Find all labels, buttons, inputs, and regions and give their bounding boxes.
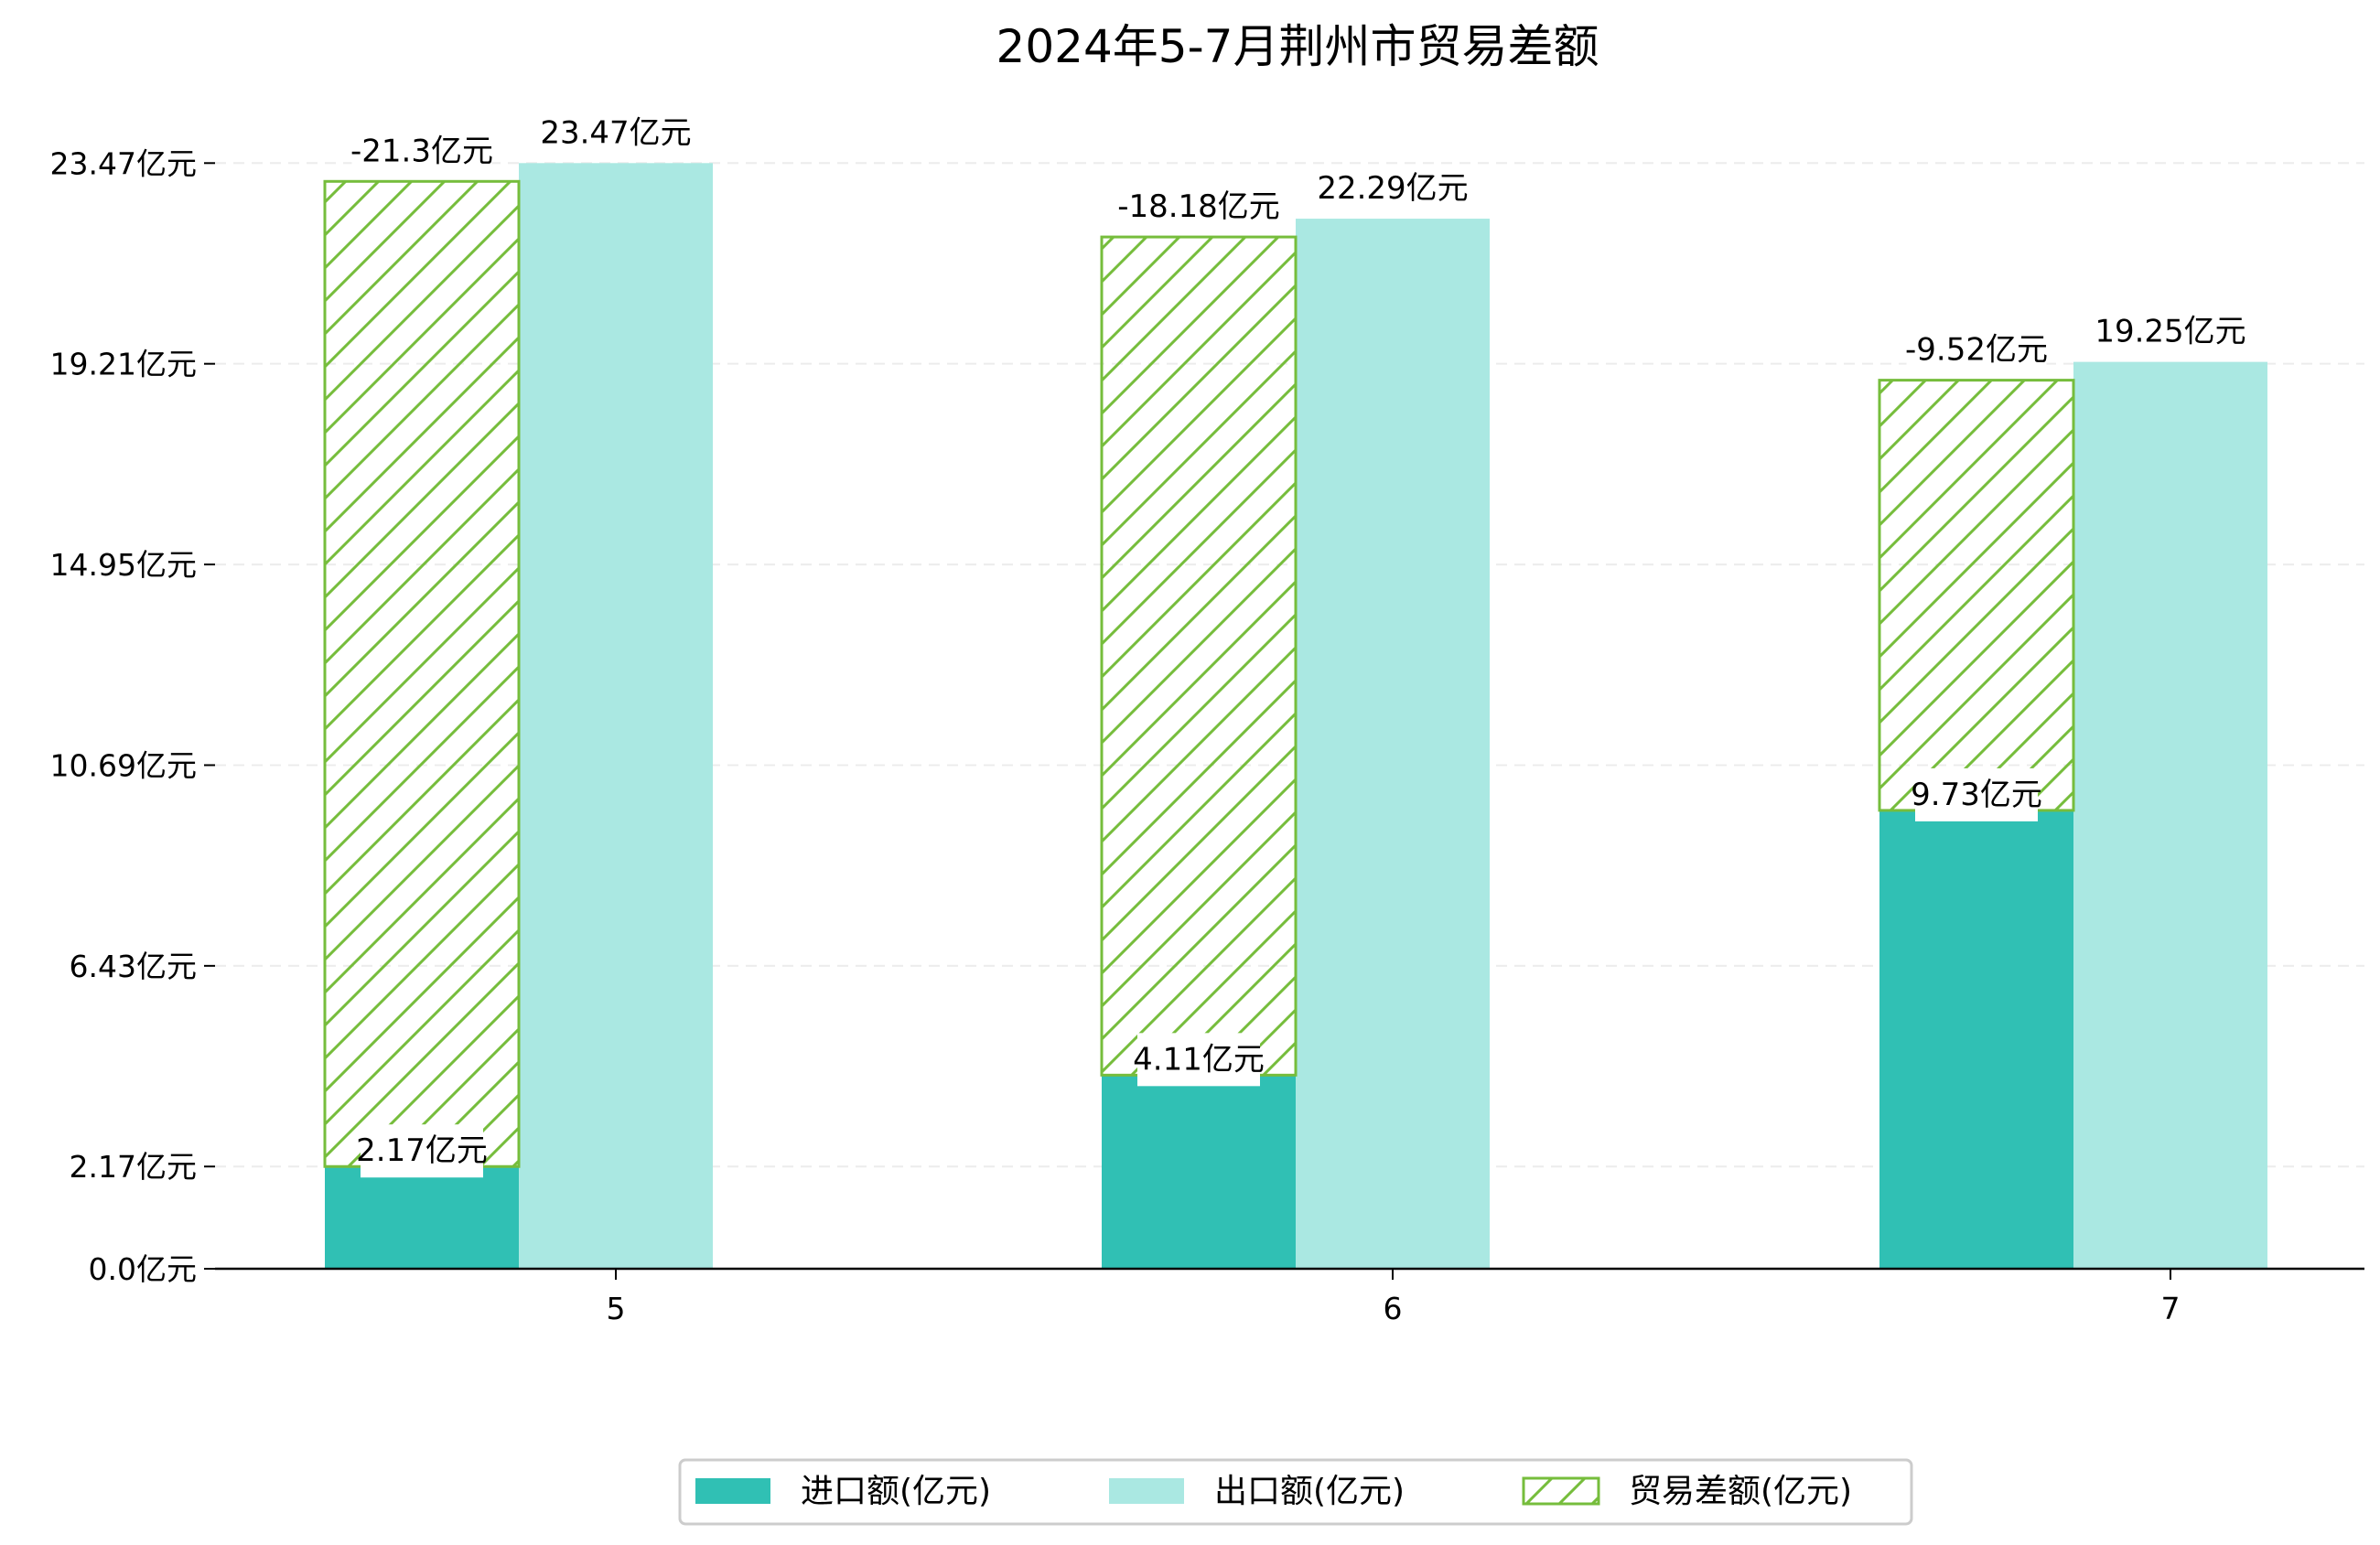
legend-box [678,1458,1913,1526]
trade-balance-label-bg [1120,180,1277,234]
import-bar [1879,810,2073,1269]
y-tick-label: 14.95亿元 [50,547,197,583]
data-labels: 2.17亿元 -21.3亿元 23.47亿元 4.11亿元 -18.18亿元 22.29亿… [350,114,2246,1178]
trade-balance-label: -21.3亿元 [350,133,493,169]
trade-balance-label-bg [351,124,492,178]
trade-balance-bar [1100,235,1298,1077]
legend-label: 贸易差额(亿元) [1629,1473,1852,1510]
export-label: 19.25亿元 [2095,314,2245,350]
x-tick-label: 6 [1384,1291,1403,1326]
x-axis: 5 6 7 [215,1267,2364,1326]
y-tick-label: 6.43亿元 [70,949,197,984]
chart-title: 2024年5-7月荆州市贸易差额 [996,20,1599,73]
y-tick-label: 19.21亿元 [50,347,197,382]
trade-balance-label-bg [1906,323,2047,377]
import-label: 9.73亿元 [1911,777,2042,813]
legend-swatch [695,1478,770,1504]
import-bar [325,1166,519,1269]
legend-swatch [1109,1478,1184,1504]
export-bar [519,163,713,1269]
trade-balance-label: -18.18亿元 [1117,188,1280,225]
bars [323,163,2267,1270]
import-bar [1102,1075,1296,1269]
import-label: 4.11亿元 [1133,1041,1265,1078]
legend-label: 进口额(亿元) [801,1473,991,1510]
export-bar [2073,361,2267,1269]
export-bar [1296,219,1490,1270]
y-axis: 0.0亿元 2.17亿元 6.43亿元 10.69亿元 14.95亿元 19.21亿元 23… [50,145,215,1287]
import-label: 2.17亿元 [356,1132,488,1169]
x-tick-label: 7 [2161,1291,2181,1326]
y-tick-label: 23.47亿元 [50,145,197,181]
trade-balance-bar [1878,379,2075,812]
export-label: 23.47亿元 [540,114,691,151]
legend-label: 出口额(亿元) [1214,1473,1405,1510]
y-tick-label: 0.0亿元 [89,1251,197,1287]
legend-swatch-trade-balance [1522,1476,1600,1506]
trade-balance-bar [323,179,521,1168]
x-tick-label: 5 [607,1291,626,1326]
import-label-bg [1137,1033,1260,1087]
export-label: 22.29亿元 [1317,170,1468,207]
y-tick-label: 10.69亿元 [50,747,197,783]
y-tick-label: 2.17亿元 [70,1149,197,1185]
legend: 进口额(亿元) 出口额(亿元) 贸易差额(亿元) [678,1458,1913,1526]
import-label-bg [361,1124,483,1178]
import-label-bg [1915,767,2038,821]
trade-balance-label: -9.52亿元 [1905,332,2048,369]
